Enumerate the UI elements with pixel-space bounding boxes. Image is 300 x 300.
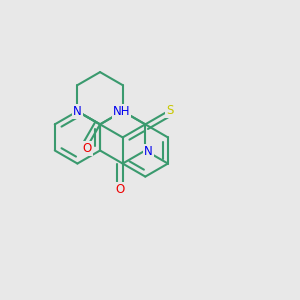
Text: N: N [73,105,82,118]
Text: NH: NH [113,105,130,118]
Text: O: O [82,142,91,155]
Text: S: S [166,104,174,117]
Text: N: N [144,145,153,158]
Text: O: O [115,183,124,196]
